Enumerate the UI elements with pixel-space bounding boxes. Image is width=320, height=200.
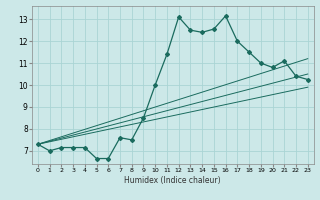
X-axis label: Humidex (Indice chaleur): Humidex (Indice chaleur): [124, 176, 221, 185]
